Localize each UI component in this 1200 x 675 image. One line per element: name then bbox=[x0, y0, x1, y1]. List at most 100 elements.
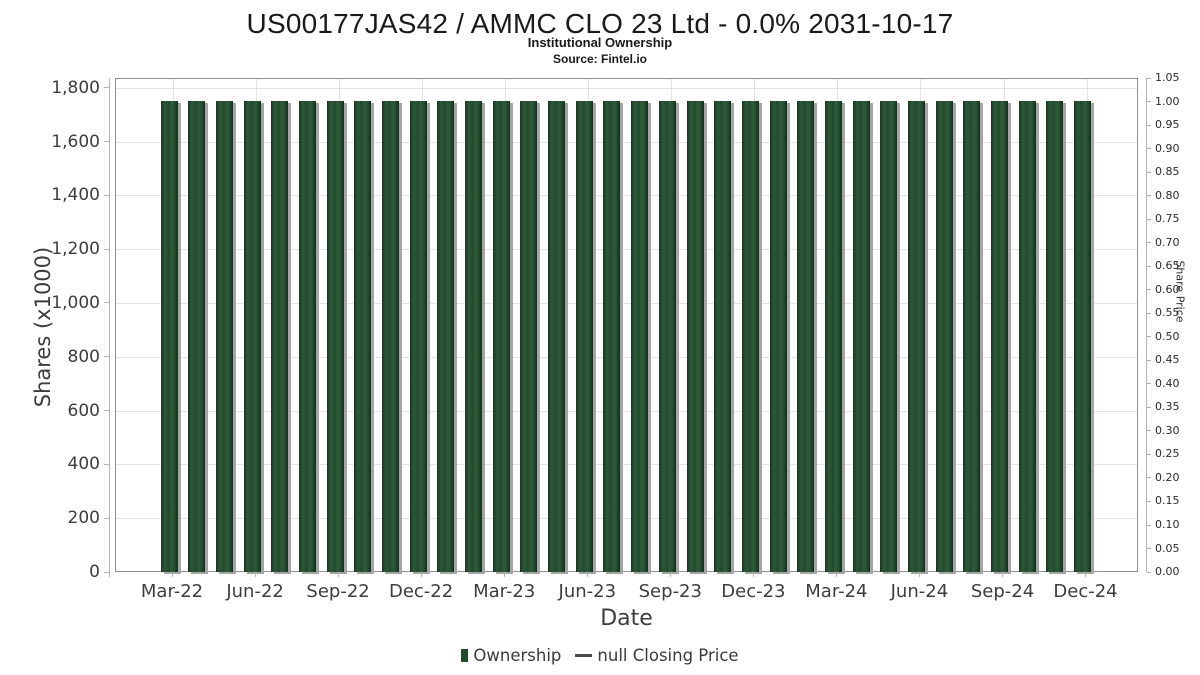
right-axis-tick bbox=[1147, 477, 1151, 479]
right-axis-tick-label: 0.60 bbox=[1155, 282, 1180, 296]
left-axis-tick-label: 1,600 bbox=[51, 131, 100, 152]
right-axis-tick bbox=[1147, 265, 1151, 267]
bar-ownership bbox=[382, 100, 399, 572]
right-axis-tick bbox=[1147, 336, 1151, 338]
left-axis-tick bbox=[104, 571, 109, 573]
x-axis-tick-label: Sep-23 bbox=[638, 581, 702, 602]
bar-ownership bbox=[160, 100, 178, 572]
x-axis-tick bbox=[1085, 572, 1086, 577]
closing-price-line-icon bbox=[575, 654, 593, 657]
right-axis-tick-label: 0.50 bbox=[1155, 329, 1180, 343]
x-axis-tick bbox=[835, 572, 837, 577]
right-axis-tick bbox=[1147, 195, 1151, 197]
x-axis-tick bbox=[171, 572, 173, 577]
right-axis-tick bbox=[1147, 548, 1151, 549]
right-axis-tick bbox=[1147, 124, 1151, 126]
right-axis-tick-label: 0.40 bbox=[1155, 376, 1180, 390]
bar-ownership bbox=[797, 100, 815, 572]
x-axis-tick-label: Jun-22 bbox=[226, 581, 284, 602]
x-axis-tick bbox=[918, 572, 920, 577]
chart-source: Source: Fintel.io bbox=[552, 52, 647, 66]
left-axis-tick-label: 1,200 bbox=[51, 239, 100, 260]
bar-ownership bbox=[188, 100, 206, 572]
x-axis-tick bbox=[254, 572, 256, 577]
chart-title: US00177JAS42 / AMMC CLO 23 Ltd - 0.0% 20… bbox=[246, 8, 954, 39]
right-axis-tick bbox=[1147, 383, 1151, 385]
legend-label-closing-price: null Closing Price bbox=[597, 646, 739, 665]
right-axis-tick bbox=[1147, 171, 1151, 173]
right-axis-tick-label: 0.75 bbox=[1155, 212, 1180, 226]
bar-ownership bbox=[354, 100, 372, 572]
x-axis-tick bbox=[586, 572, 588, 577]
bar-ownership bbox=[769, 100, 787, 572]
right-axis-tick-label: 0.70 bbox=[1155, 235, 1180, 249]
left-axis-tick-label: 1,800 bbox=[51, 77, 100, 98]
right-axis-tick bbox=[1147, 571, 1151, 573]
bar-ownership bbox=[603, 100, 621, 572]
legend: Ownership null Closing Price bbox=[0, 646, 1200, 665]
right-axis-tick-label: 0.25 bbox=[1155, 447, 1180, 461]
x-axis-tick-label: Dec-24 bbox=[1053, 581, 1118, 602]
left-axis-tick bbox=[104, 141, 109, 142]
bar-ownership bbox=[658, 100, 676, 572]
bar-ownership bbox=[741, 100, 759, 572]
plot-area bbox=[115, 78, 1138, 572]
bar-ownership bbox=[824, 100, 842, 572]
right-axis-tick bbox=[1147, 430, 1151, 432]
legend-label-ownership: Ownership bbox=[473, 646, 562, 665]
x-axis-tick-label: Sep-22 bbox=[306, 581, 370, 602]
left-axis-line bbox=[109, 78, 110, 577]
bar-ownership bbox=[520, 100, 538, 572]
left-axis-tick bbox=[104, 302, 109, 304]
gridline-h bbox=[116, 410, 1137, 412]
right-axis-tick-label: 0.80 bbox=[1155, 188, 1180, 202]
left-axis-tick-label: 400 bbox=[67, 454, 100, 475]
right-axis-tick-label: 0.30 bbox=[1155, 423, 1180, 437]
right-axis-tick-label: 1.00 bbox=[1155, 94, 1180, 108]
right-axis-tick-label: 0.35 bbox=[1155, 400, 1180, 414]
left-axis-tick-label: 0 bbox=[89, 562, 100, 582]
legend-item-ownership: Ownership bbox=[461, 646, 561, 665]
left-axis-tick bbox=[104, 87, 109, 89]
bar-ownership bbox=[852, 100, 870, 572]
left-axis-tick bbox=[104, 463, 109, 465]
x-axis-tick bbox=[669, 572, 671, 577]
x-axis-tick-label: Mar-24 bbox=[805, 581, 868, 602]
x-axis-title: Date bbox=[600, 606, 653, 631]
left-axis-tick bbox=[104, 410, 109, 412]
right-axis-title: Share Price bbox=[1173, 260, 1187, 323]
right-axis-tick bbox=[1147, 218, 1151, 220]
right-axis-tick-label: 0.10 bbox=[1155, 518, 1180, 531]
bar-ownership bbox=[1046, 100, 1064, 572]
left-axis-tick-label: 600 bbox=[67, 400, 100, 421]
right-axis-tick-label: 0.65 bbox=[1155, 259, 1180, 273]
gridline-h bbox=[116, 141, 1137, 143]
right-axis-tick bbox=[1147, 289, 1151, 291]
bar-ownership bbox=[935, 100, 953, 572]
gridline-h bbox=[116, 518, 1137, 520]
right-axis-tick bbox=[1147, 406, 1151, 408]
right-axis-line bbox=[1146, 78, 1147, 572]
x-axis-tick-label: Dec-22 bbox=[388, 581, 454, 602]
bar-ownership bbox=[465, 100, 482, 572]
bar-ownership bbox=[271, 100, 289, 572]
left-axis-tick bbox=[104, 356, 109, 358]
bar-ownership bbox=[409, 100, 427, 572]
right-axis-tick-label: 0.00 bbox=[1155, 565, 1180, 578]
bar-ownership bbox=[880, 100, 898, 572]
right-axis-tick bbox=[1147, 312, 1151, 314]
bar-ownership bbox=[548, 100, 566, 572]
right-axis-tick-label: 0.20 bbox=[1155, 470, 1180, 484]
bar-ownership bbox=[631, 100, 649, 572]
x-axis-tick bbox=[752, 572, 754, 577]
x-axis-tick bbox=[503, 572, 505, 577]
x-axis-tick-label: Dec-23 bbox=[721, 581, 786, 602]
gridline-h bbox=[116, 356, 1137, 358]
right-axis-tick-label: 0.95 bbox=[1155, 118, 1180, 131]
gridline-h bbox=[116, 195, 1137, 197]
right-axis-tick-label: 0.55 bbox=[1155, 306, 1180, 320]
right-axis-tick bbox=[1147, 453, 1151, 455]
right-axis-tick bbox=[1147, 524, 1151, 526]
left-axis-tick-label: 800 bbox=[67, 346, 100, 367]
